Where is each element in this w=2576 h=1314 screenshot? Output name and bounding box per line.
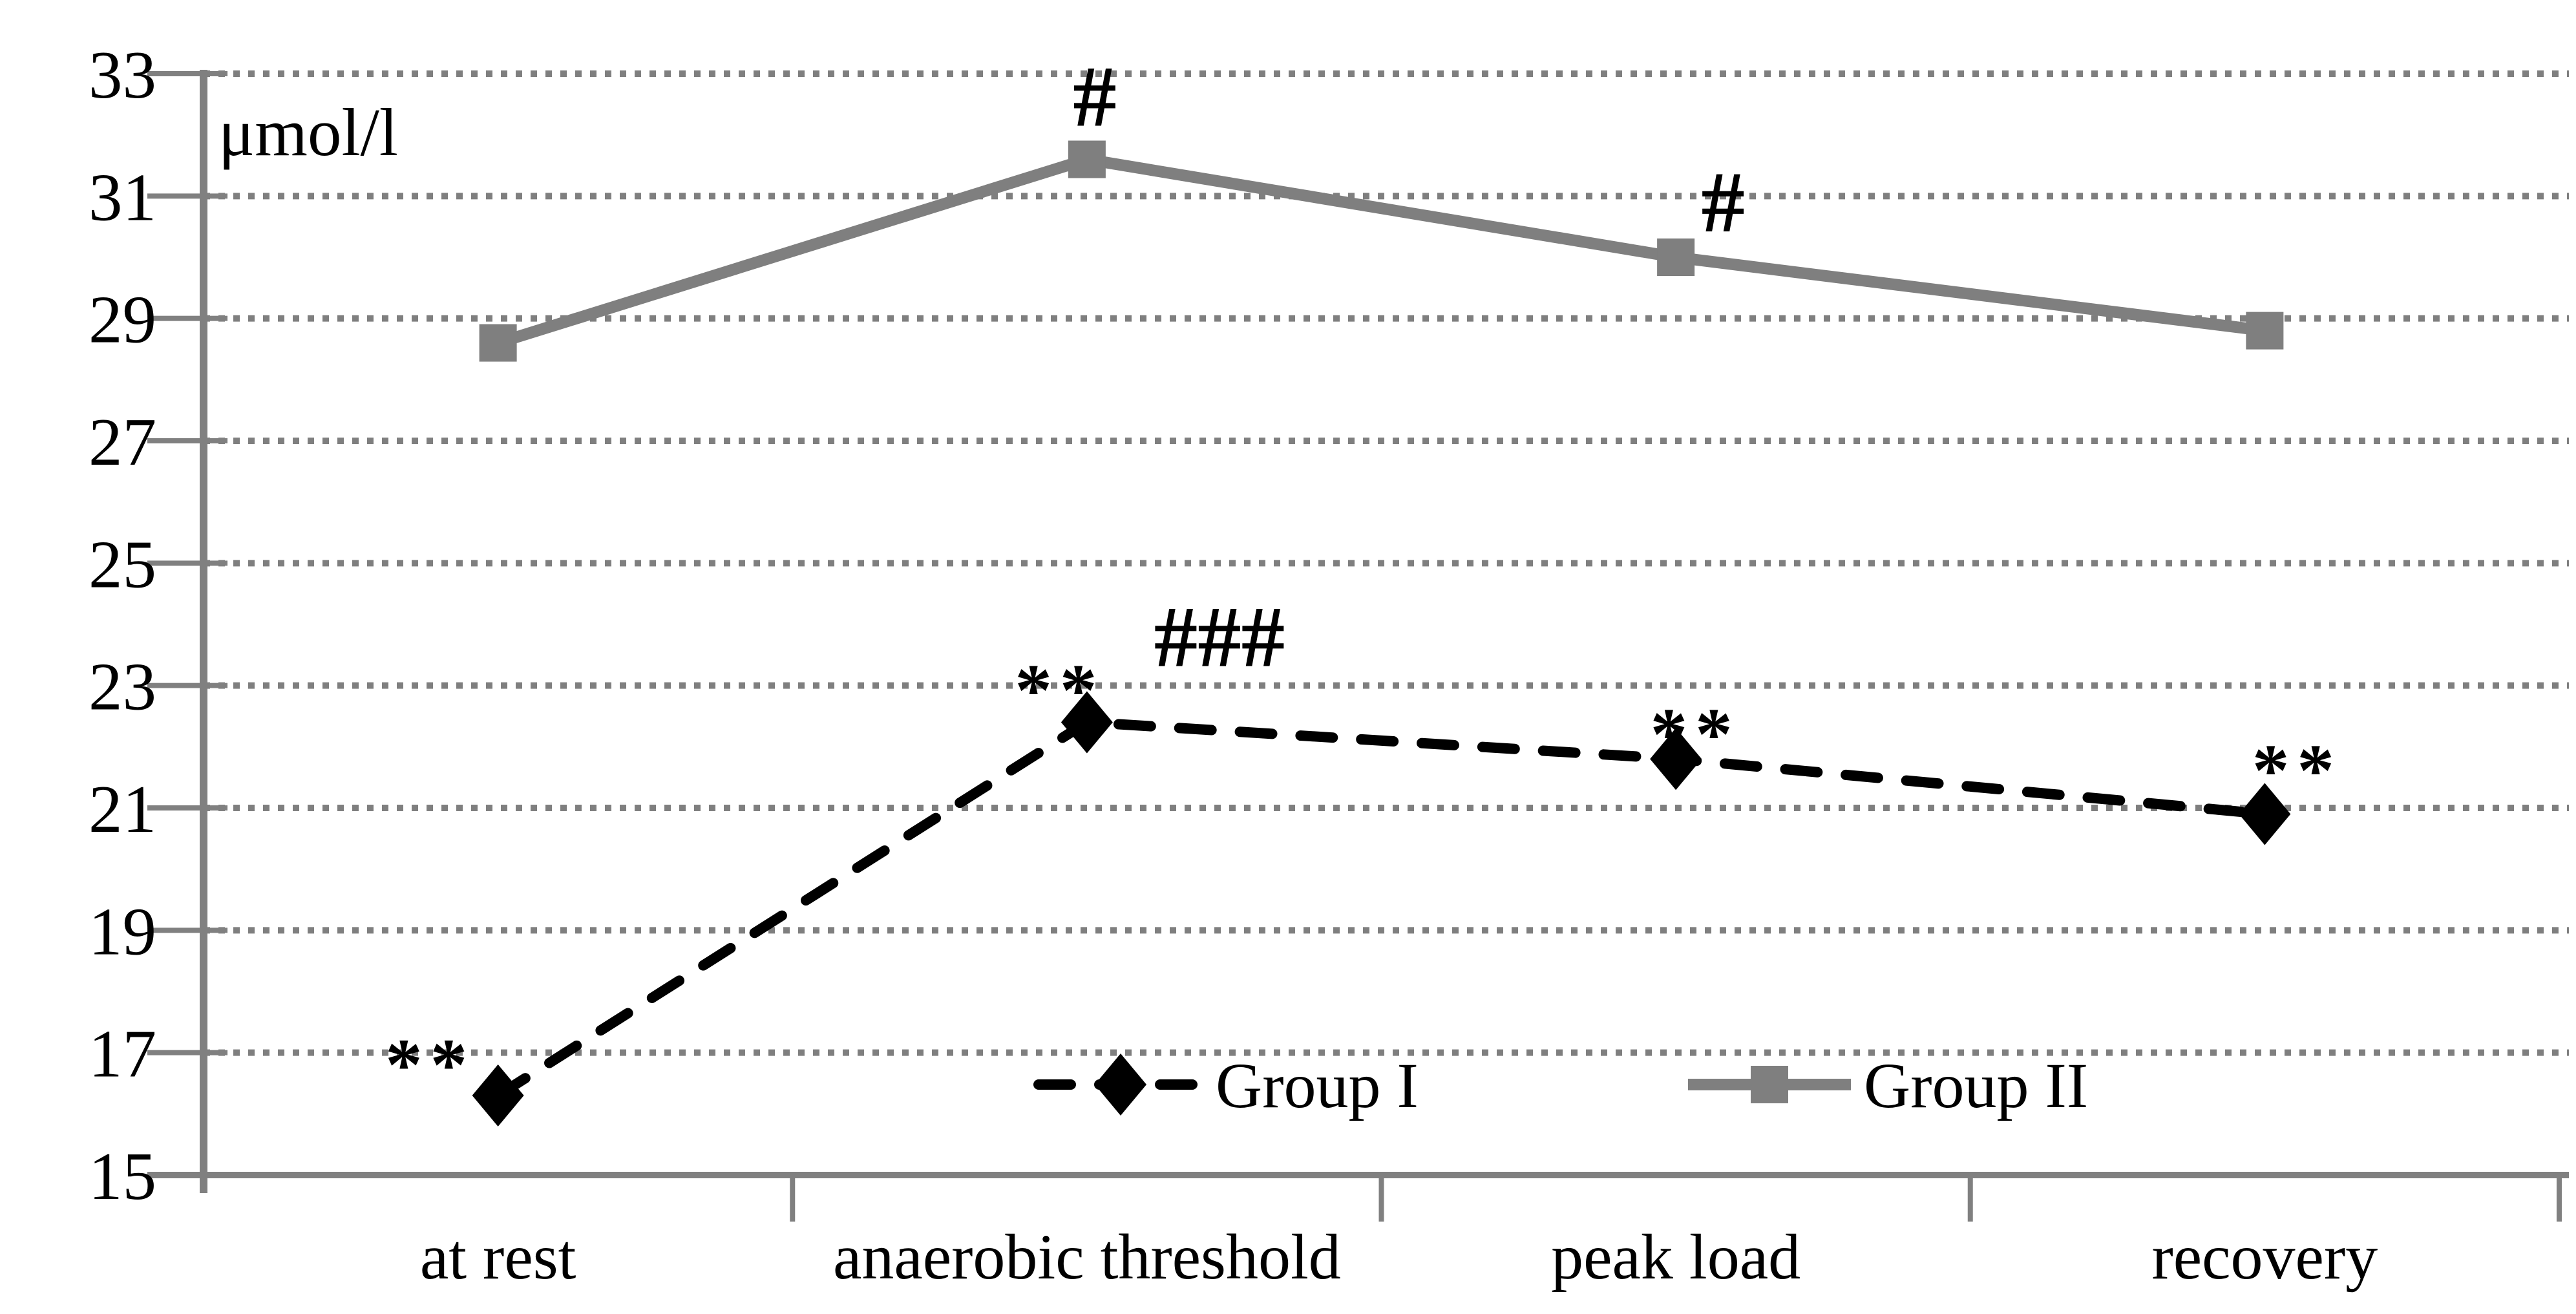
significance-annotation: ### <box>1154 589 1285 685</box>
significance-annotation: ** <box>2252 729 2342 811</box>
x-category-label: at rest <box>420 1221 576 1293</box>
significance-annotation: # <box>1073 49 1117 145</box>
y-tick-label: 27 <box>89 404 156 480</box>
series-line-group-ii <box>496 153 2266 349</box>
legend-label-group-ii: Group II <box>1864 1050 2088 1121</box>
data-point-square <box>2246 312 2284 350</box>
data-point-diamond <box>1650 728 1702 790</box>
data-point-diamond <box>1061 691 1113 754</box>
data-point-square <box>1657 238 1695 276</box>
data-point-diamond <box>2239 783 2291 845</box>
y-tick-label: 21 <box>89 771 156 847</box>
legend-marker-diamond <box>1095 1054 1146 1116</box>
y-tick-label: 33 <box>89 37 156 112</box>
data-point-diamond <box>472 1064 524 1127</box>
legend-label-group-i: Group I <box>1216 1050 1419 1121</box>
significance-annotation: ** <box>1015 649 1104 731</box>
y-tick-label: 19 <box>89 893 156 969</box>
y-tick-label: 23 <box>89 649 156 725</box>
y-tick-label: 15 <box>89 1138 156 1214</box>
y-tick-label: 29 <box>89 282 156 357</box>
y-axis-unit-label: μmol/l <box>218 94 398 170</box>
legend-marker-square <box>1751 1066 1788 1103</box>
significance-annotation: # <box>1701 154 1745 251</box>
series-line-group-i <box>492 717 2270 1101</box>
x-category-label: recovery <box>2151 1221 2378 1293</box>
x-category-label: anaerobic threshold <box>833 1221 1341 1293</box>
y-tick-label: 25 <box>89 526 156 602</box>
data-point-square <box>1068 140 1106 178</box>
y-tick-label: 31 <box>89 159 156 235</box>
y-tick-label: 17 <box>89 1016 156 1092</box>
x-category-label: peak load <box>1551 1221 1800 1293</box>
data-point-square <box>479 324 517 362</box>
significance-annotation: ** <box>385 1024 475 1106</box>
significance-annotation: ** <box>1651 693 1740 775</box>
